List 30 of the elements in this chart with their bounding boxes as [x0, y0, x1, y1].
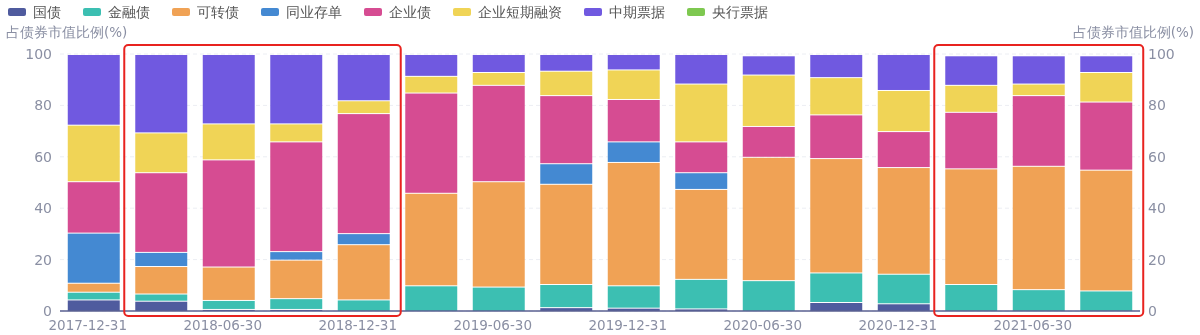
legend-label: 金融债	[108, 4, 150, 20]
x-tick-label: 2017-12-31	[48, 317, 127, 333]
y2-tick-label: 60	[1148, 148, 1166, 165]
y2-tick-label: 80	[1148, 97, 1166, 114]
y-tick-label: 20	[34, 251, 52, 268]
y-tick-label: 60	[34, 148, 52, 165]
legend-label: 国债	[33, 4, 61, 20]
x-tick-label: 2019-06-30	[453, 317, 532, 333]
legend-label: 企业短期融资	[478, 4, 562, 20]
legend-label: 中期票据	[609, 4, 665, 20]
x-tick-label: 2019-12-31	[588, 317, 667, 333]
y2-tick-label: 100	[1148, 46, 1175, 62]
x-tick-label: 2021-06-30	[993, 317, 1072, 333]
x-tick-label: 2018-12-31	[318, 317, 397, 333]
y-tick-label: 100	[25, 46, 52, 62]
legend-label: 央行票据	[712, 4, 768, 20]
legend-label: 同业存单	[286, 4, 342, 20]
legend-label: 可转债	[197, 4, 239, 20]
y-axis-title: 占债券市值比例(%)	[6, 24, 128, 40]
y-tick-label: 40	[34, 200, 52, 217]
x-tick-label: 2020-06-30	[723, 317, 802, 333]
y2-axis-title: 占债券市值比例(%)	[1072, 24, 1194, 40]
y2-tick-label: 20	[1148, 251, 1166, 268]
y2-tick-label: 0	[1148, 303, 1157, 319]
y2-tick-label: 40	[1148, 200, 1166, 217]
y-tick-label: 0	[43, 303, 52, 319]
x-tick-label: 2018-06-30	[183, 317, 262, 333]
y-tick-label: 80	[34, 97, 52, 114]
legend-label: 企业债	[389, 4, 431, 20]
x-tick-label: 2020-12-31	[858, 317, 937, 333]
